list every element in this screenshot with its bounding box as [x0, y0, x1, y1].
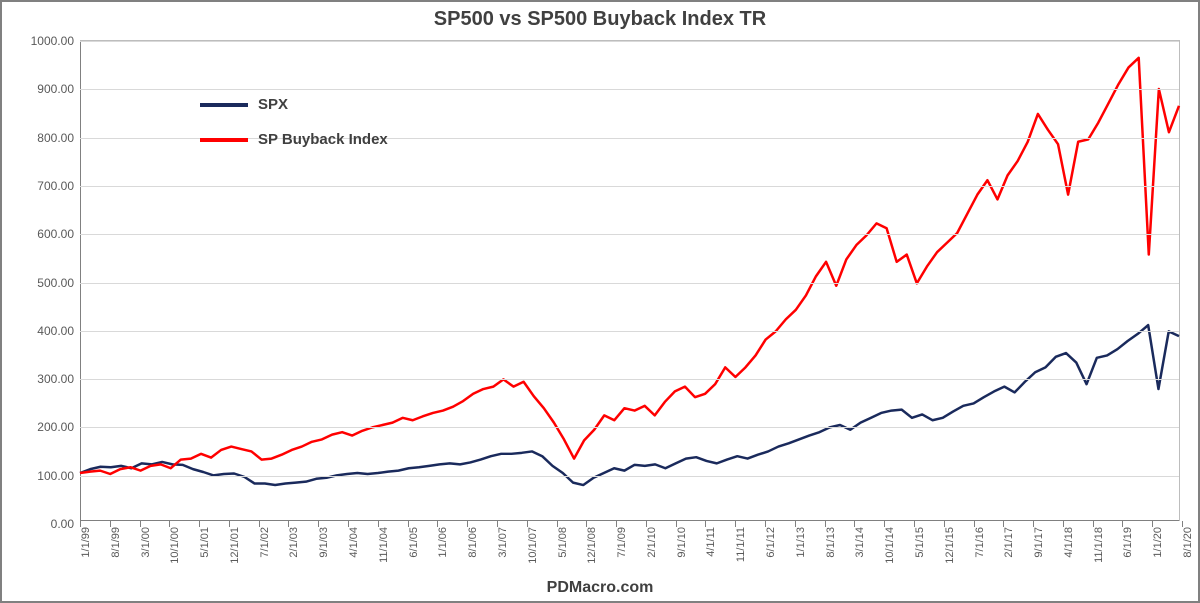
x-tick-label: 2/1/17	[1003, 527, 1015, 558]
x-tick-label: 9/1/10	[676, 527, 688, 558]
y-tick-label: 100.00	[37, 469, 74, 483]
gridline	[80, 283, 1179, 284]
x-tick-label: 1/1/20	[1152, 527, 1164, 558]
x-tick-label: 8/1/06	[467, 527, 479, 558]
y-tick-label: 900.00	[37, 82, 74, 96]
x-tick-label: 5/1/15	[914, 527, 926, 558]
chart-title: SP500 vs SP500 Buyback Index TR	[2, 8, 1198, 31]
x-tick-label: 6/1/12	[765, 527, 777, 558]
y-tick-label: 300.00	[37, 372, 74, 386]
x-tick-label: 11/1/18	[1093, 527, 1105, 563]
x-tick-label: 9/1/17	[1033, 527, 1045, 558]
legend-item-buyback: SP Buyback Index	[200, 131, 388, 148]
x-tick-label: 4/1/11	[705, 527, 717, 557]
x-tick-label: 4/1/04	[348, 527, 360, 558]
x-tick-label: 6/1/19	[1122, 527, 1134, 558]
y-tick-label: 600.00	[37, 227, 74, 241]
y-tick-label: 200.00	[37, 420, 74, 434]
gridline	[80, 476, 1179, 477]
x-tick-label: 10/1/00	[169, 527, 181, 564]
gridline	[80, 186, 1179, 187]
gridline	[80, 427, 1179, 428]
series-line-spx	[80, 325, 1179, 485]
y-tick-label: 400.00	[37, 324, 74, 338]
plot-area: 0.00100.00200.00300.00400.00500.00600.00…	[80, 40, 1180, 521]
x-tick-label: 5/1/01	[199, 527, 211, 558]
y-tick-label: 500.00	[37, 276, 74, 290]
x-tick-label: 11/1/11	[735, 527, 747, 562]
legend-label-spx: SPX	[258, 96, 288, 113]
x-tick-label: 10/1/07	[527, 527, 539, 564]
y-tick-label: 0.00	[51, 517, 74, 531]
x-tick-label: 8/1/99	[110, 527, 122, 558]
x-tick-label: 5/1/08	[557, 527, 569, 558]
x-tick-label: 1/1/06	[437, 527, 449, 558]
x-tick-label: 6/1/05	[408, 527, 420, 558]
x-tick-label: 2/1/03	[288, 527, 300, 558]
chart-container: SP500 vs SP500 Buyback Index TR 0.00100.…	[0, 0, 1200, 603]
gridline	[80, 234, 1179, 235]
legend-swatch-buyback	[200, 138, 248, 142]
x-tick-label: 10/1/14	[884, 527, 896, 564]
x-tick-label: 11/1/04	[378, 527, 390, 563]
x-tick-label: 9/1/03	[318, 527, 330, 558]
x-tick-label: 7/1/16	[974, 527, 986, 558]
gridline	[80, 89, 1179, 90]
x-tick-label: 12/1/08	[586, 527, 598, 564]
x-tick-label: 7/1/02	[259, 527, 271, 558]
x-tick-label: 7/1/09	[616, 527, 628, 558]
y-tick-label: 700.00	[37, 179, 74, 193]
x-tick-label: 12/1/01	[229, 527, 241, 564]
gridline	[80, 379, 1179, 380]
legend-label-buyback: SP Buyback Index	[258, 131, 388, 148]
chart-footer: PDMacro.com	[2, 579, 1198, 597]
gridline	[80, 41, 1179, 42]
x-tick-label: 12/1/15	[944, 527, 956, 564]
x-tick-label: 3/1/07	[497, 527, 509, 558]
legend-swatch-spx	[200, 103, 248, 107]
x-tick-label: 3/1/14	[854, 527, 866, 558]
y-tick-label: 800.00	[37, 131, 74, 145]
x-tick-label: 3/1/00	[140, 527, 152, 558]
x-tick-label: 1/1/13	[795, 527, 807, 558]
x-tick-label: 4/1/18	[1063, 527, 1075, 558]
gridline	[80, 331, 1179, 332]
x-tick-label: 2/1/10	[646, 527, 658, 558]
x-tick-label: 8/1/20	[1182, 527, 1194, 558]
legend: SPX SP Buyback Index	[200, 96, 388, 166]
legend-item-spx: SPX	[200, 96, 388, 113]
x-tick-label: 1/1/99	[80, 527, 92, 558]
y-tick-label: 1000.00	[31, 34, 74, 48]
x-tick-label: 8/1/13	[825, 527, 837, 558]
